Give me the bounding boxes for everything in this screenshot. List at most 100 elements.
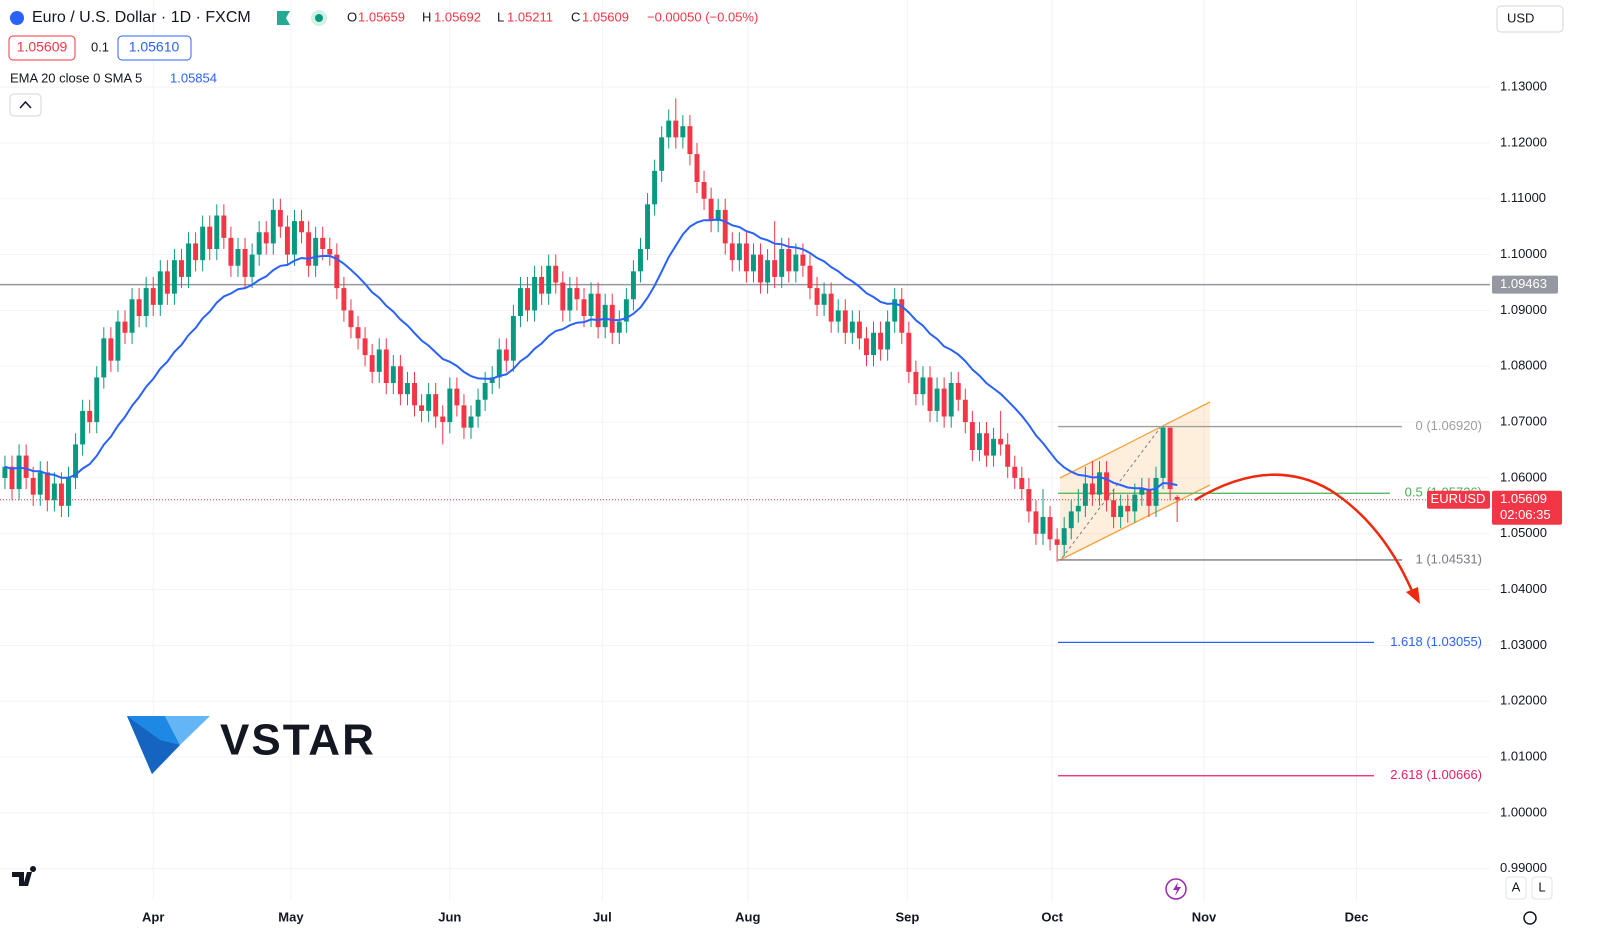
candle-body — [1125, 505, 1131, 512]
y-tick-label: 1.10000 — [1500, 246, 1547, 261]
candle-body — [984, 433, 989, 456]
candle-body — [715, 209, 721, 222]
candle-body — [129, 299, 135, 333]
auto-scale[interactable]: A — [1512, 879, 1521, 894]
candle-body — [560, 282, 566, 311]
bolt — [1173, 882, 1181, 896]
candle-body — [765, 260, 771, 283]
candle-body — [1068, 511, 1074, 529]
candle-body — [482, 383, 488, 400]
candle-body — [284, 226, 290, 255]
grid — [0, 0, 1490, 900]
candle-body — [659, 137, 665, 171]
candle-body — [645, 204, 651, 250]
symbol-icon — [10, 11, 24, 25]
candle-body — [320, 237, 326, 250]
flag-icon — [277, 11, 290, 25]
candle-body — [341, 288, 347, 311]
candle-body — [9, 466, 15, 490]
candle-body — [729, 243, 735, 261]
candle-body — [489, 377, 495, 384]
candle-body — [122, 321, 128, 333]
candle-body — [694, 154, 700, 183]
candle-body — [235, 249, 241, 266]
indicator-name: EMA 20 close 0 SMA 5 — [10, 70, 142, 85]
candle-body — [263, 232, 269, 244]
candle-body — [630, 271, 636, 300]
candle-body — [1174, 496, 1180, 500]
logo-right — [165, 716, 210, 745]
level-tag — [1492, 275, 1558, 294]
currency[interactable]: USD — [1507, 10, 1534, 25]
channel-top — [1059, 401, 1211, 479]
y-tick-label: 1.05000 — [1500, 525, 1547, 540]
candle-body — [616, 321, 622, 333]
candle-body — [941, 388, 947, 417]
candle-body — [51, 483, 57, 501]
bid-price[interactable]: 1.05609 — [17, 39, 68, 55]
candle-body — [581, 299, 587, 317]
candle-body — [772, 260, 778, 277]
currency-button[interactable] — [1496, 5, 1564, 33]
event-icon[interactable] — [1165, 878, 1187, 900]
candle-body — [291, 221, 297, 255]
ask-price[interactable]: 1.05610 — [129, 39, 180, 55]
bid-box[interactable] — [8, 35, 76, 61]
candle-body — [496, 349, 502, 378]
candle-body — [595, 293, 601, 328]
ticker-text: EURUSD — [1431, 491, 1486, 506]
fib-label: 2.618 (1.00666) — [1390, 767, 1482, 782]
log-scale-button[interactable] — [1531, 876, 1553, 900]
candle-body — [454, 388, 460, 406]
y-tick-label: 1.08000 — [1500, 358, 1547, 373]
candle-body — [758, 254, 764, 283]
candle-body — [73, 444, 79, 478]
y-tick-label: 1.02000 — [1500, 693, 1547, 708]
candle-body — [1104, 472, 1110, 501]
y-tick-label: 1.12000 — [1500, 134, 1547, 149]
candle-body — [1026, 489, 1032, 512]
candle-body — [37, 472, 43, 495]
ticker-tag — [1427, 490, 1490, 509]
settings-icon[interactable] — [1523, 911, 1537, 925]
candle-body — [835, 310, 841, 322]
candle-body — [701, 182, 707, 199]
log-scale[interactable]: L — [1538, 879, 1545, 894]
candle-body — [863, 338, 869, 356]
candle-body — [1075, 505, 1081, 512]
tv-logo — [12, 866, 37, 886]
candle-body — [228, 237, 234, 266]
ohlc-readout: O 1.05659 H 1.05692 L 1.05211 C 1.05609 … — [347, 9, 758, 24]
collapse-button[interactable] — [9, 93, 42, 117]
candle-body — [998, 438, 1004, 445]
y-tick-label: 0.99000 — [1500, 860, 1547, 875]
candle-body — [404, 383, 410, 395]
candle-body — [66, 477, 71, 506]
candle-body — [510, 316, 516, 361]
price-tag-text: 1.05609 — [1500, 491, 1547, 506]
candle-body — [532, 276, 538, 311]
candle-body — [136, 299, 142, 317]
candle-body — [793, 254, 799, 272]
x-tick-label: Nov — [1192, 909, 1217, 924]
candle-body — [962, 399, 968, 423]
candle-body — [179, 260, 184, 277]
candle-body — [878, 332, 884, 350]
candle-body — [807, 265, 813, 289]
candle-body — [842, 310, 848, 333]
candle-body — [991, 438, 997, 456]
candle-body — [23, 455, 29, 478]
candle-body — [1167, 427, 1173, 490]
candle-body — [447, 388, 453, 423]
close-value: 1.05609 — [582, 9, 629, 24]
ask-box[interactable] — [117, 35, 192, 61]
brand-logo: VSTAR — [220, 716, 376, 765]
forecast-arrow — [1194, 473, 1417, 599]
candle-body — [157, 271, 163, 305]
auto-scale-button[interactable] — [1505, 876, 1527, 900]
candle-body — [306, 232, 312, 266]
candle-body — [885, 321, 891, 350]
candle-body — [821, 293, 827, 305]
candle-body — [1054, 539, 1060, 545]
candle-body — [680, 126, 686, 138]
